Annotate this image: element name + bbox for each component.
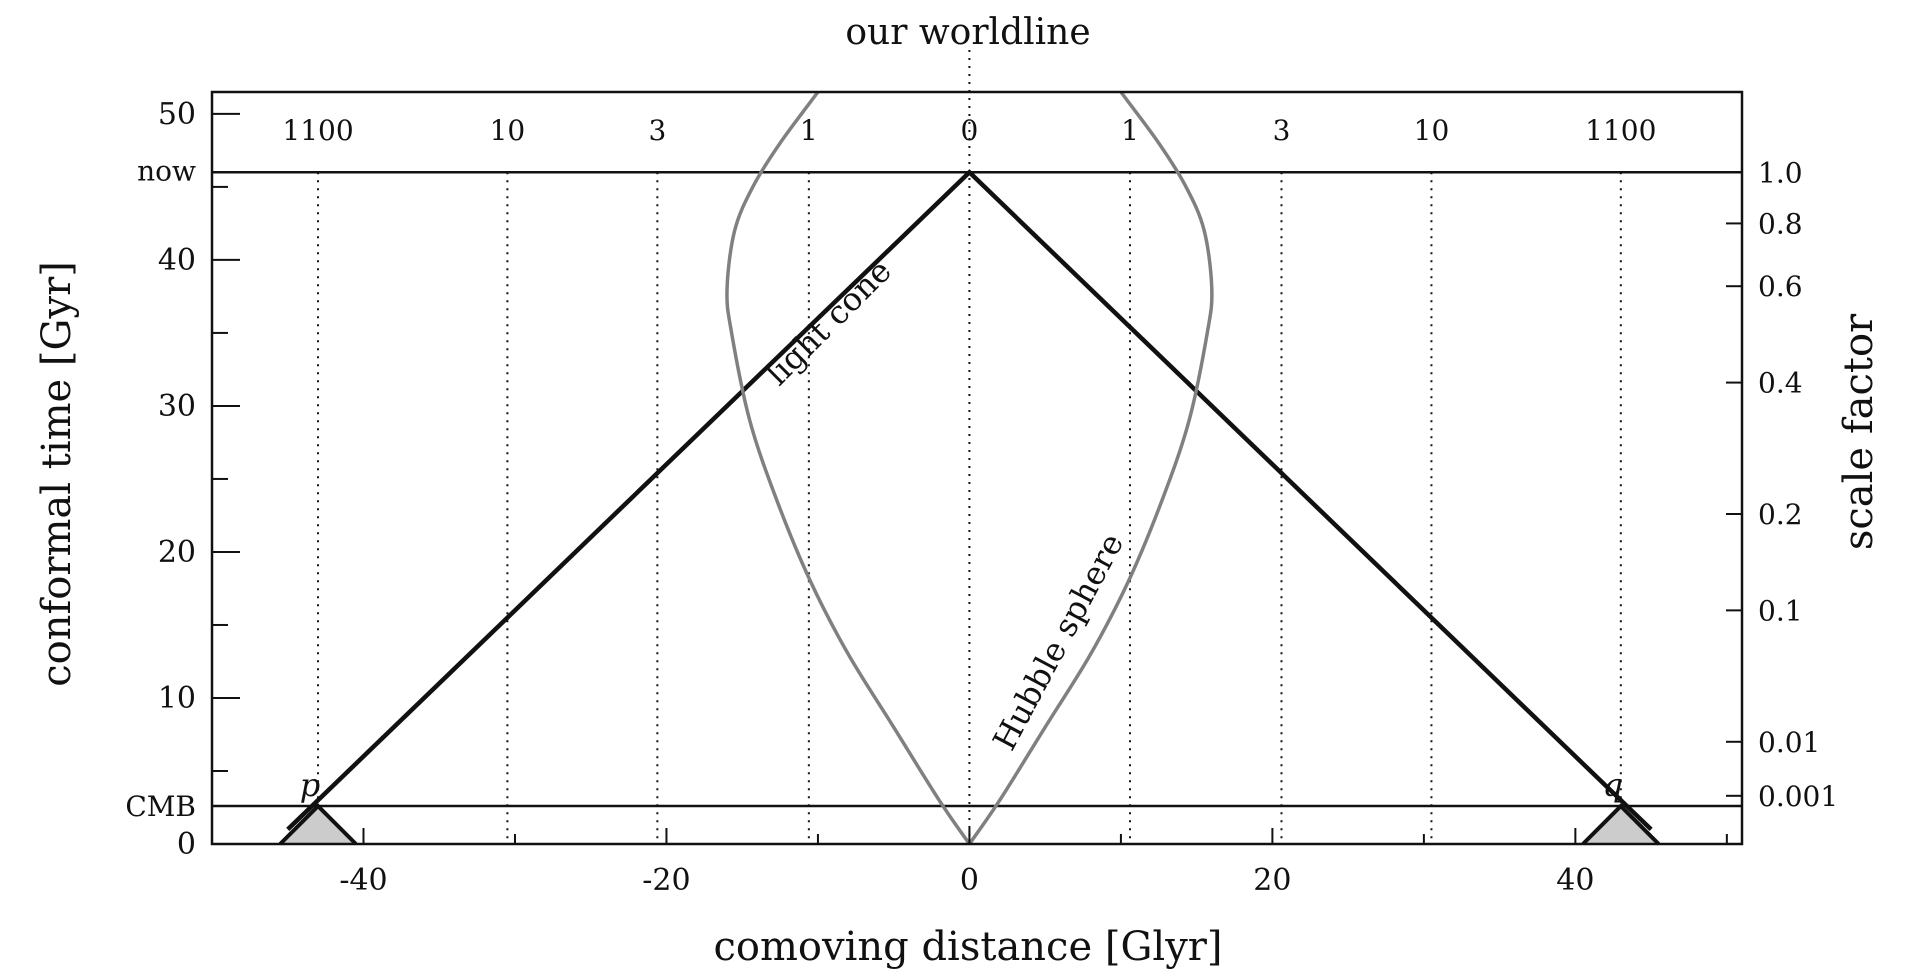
x-tick-label-0: -40 bbox=[339, 863, 387, 898]
y-tick-label-5: 50 bbox=[158, 97, 196, 132]
y-tick-label-3: 30 bbox=[158, 389, 196, 424]
x-tick-label-4: 40 bbox=[1556, 863, 1594, 898]
past-cone-fill-1 bbox=[1582, 806, 1659, 844]
x-tick-label-1: -20 bbox=[642, 863, 690, 898]
redshift-label-2: 3 bbox=[648, 114, 666, 147]
hubble-sphere-annotation: Hubble sphere bbox=[985, 527, 1131, 756]
hubble-sphere-left bbox=[725, 90, 971, 845]
y-tick-label-4: 40 bbox=[158, 243, 196, 278]
y-tick-label-0: 0 bbox=[177, 827, 196, 862]
redshift-label-4: 0 bbox=[961, 114, 979, 147]
y-axis-title: conformal time [Gyr] bbox=[34, 261, 80, 687]
redshift-label-3: 1 bbox=[800, 114, 818, 147]
axes-layer: -40 -20 0 20 4001020304050nowCMB1.00.80.60.4… bbox=[125, 90, 1838, 898]
past-cone-edge-0 bbox=[278, 803, 358, 846]
labels-layer: light cone Hubble sphere p q bbox=[300, 252, 1623, 804]
scale-factor-label-0: 1.0 bbox=[1758, 156, 1803, 189]
redshift-label-8: 1100 bbox=[1585, 114, 1656, 147]
y-tick-label-1: 10 bbox=[158, 681, 196, 716]
plot-frame bbox=[210, 90, 1744, 846]
scale-factor-label-7: 0.001 bbox=[1758, 780, 1838, 813]
top-label: our worldline bbox=[845, 12, 1090, 53]
redshift-label-6: 3 bbox=[1273, 114, 1291, 147]
redshift-label-7: 10 bbox=[1414, 114, 1450, 147]
scale-factor-label-2: 0.6 bbox=[1758, 270, 1803, 303]
y2-axis-title: scale factor bbox=[1836, 313, 1882, 550]
reference-lines-layer bbox=[212, 171, 1742, 808]
scale-factor-label-3: 0.4 bbox=[1758, 367, 1803, 400]
past-cone-edge-1 bbox=[1581, 803, 1661, 846]
scale-factor-label-6: 0.01 bbox=[1758, 726, 1820, 759]
scale-factor-label-4: 0.2 bbox=[1758, 498, 1803, 531]
cmb-label: CMB bbox=[125, 790, 196, 823]
series-layer bbox=[286, 90, 1653, 845]
light-cone-annotation: light cone bbox=[758, 252, 899, 393]
x-tick-label-2: 0 bbox=[960, 863, 979, 898]
now-label: now bbox=[137, 154, 196, 187]
point-label-p: p bbox=[300, 766, 320, 804]
hubble-sphere-right bbox=[967, 90, 1214, 845]
y-tick-label-2: 20 bbox=[158, 535, 196, 570]
redshift-label-0: 1100 bbox=[282, 114, 353, 147]
past-cones-layer bbox=[278, 803, 1661, 846]
past-cone-fill-0 bbox=[280, 806, 356, 844]
redshift-lines-layer: 1100 10 3 1 0 1 3 10 1100 bbox=[282, 50, 1656, 844]
redshift-label-1: 10 bbox=[490, 114, 526, 147]
point-label-q: q bbox=[1603, 766, 1623, 804]
redshift-label-5: 1 bbox=[1121, 114, 1139, 147]
scale-factor-label-1: 0.8 bbox=[1758, 207, 1803, 240]
x-axis-title: comoving distance [Glyr] bbox=[713, 924, 1222, 970]
x-tick-label-3: 20 bbox=[1253, 863, 1291, 898]
scale-factor-label-5: 0.1 bbox=[1758, 594, 1803, 627]
light-cone-line bbox=[286, 169, 1653, 832]
